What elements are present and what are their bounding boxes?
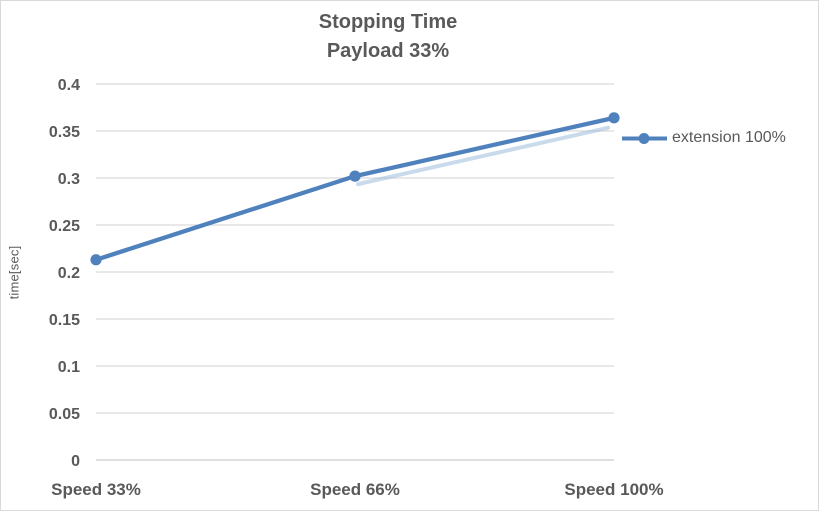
chart-title-line1: Stopping Time bbox=[318, 11, 458, 33]
legend-marker-icon bbox=[622, 132, 667, 144]
y-tick-label: 0.2 bbox=[58, 265, 80, 282]
y-tick-label: 0.25 bbox=[49, 218, 80, 235]
series-line bbox=[93, 115, 617, 262]
y-tick-label: 0.1 bbox=[58, 359, 80, 376]
y-tick-label: 0 bbox=[71, 453, 80, 470]
legend-series-label: extension 100% bbox=[672, 129, 786, 146]
x-axis-category-label: Speed 100% bbox=[564, 480, 663, 499]
y-tick-label: 0.35 bbox=[49, 124, 80, 141]
data-point-marker bbox=[90, 254, 102, 266]
series-shadow bbox=[356, 125, 610, 187]
data-point-marker bbox=[608, 112, 620, 124]
data-point-marker bbox=[349, 170, 361, 182]
y-tick-label: 0.15 bbox=[49, 312, 80, 329]
y-tick-label: 0.05 bbox=[49, 406, 80, 423]
y-tick-label: 0.3 bbox=[58, 171, 80, 188]
chart-title-line2: Payload 33% bbox=[326, 40, 450, 62]
chart-title: Stopping Time Payload 33% bbox=[1, 8, 775, 66]
legend: extension 100% bbox=[621, 129, 786, 147]
x-axis-category-label: Speed 33% bbox=[51, 480, 141, 499]
y-tick-label: 0.4 bbox=[58, 77, 80, 94]
x-axis-category-label: Speed 66% bbox=[310, 480, 400, 499]
